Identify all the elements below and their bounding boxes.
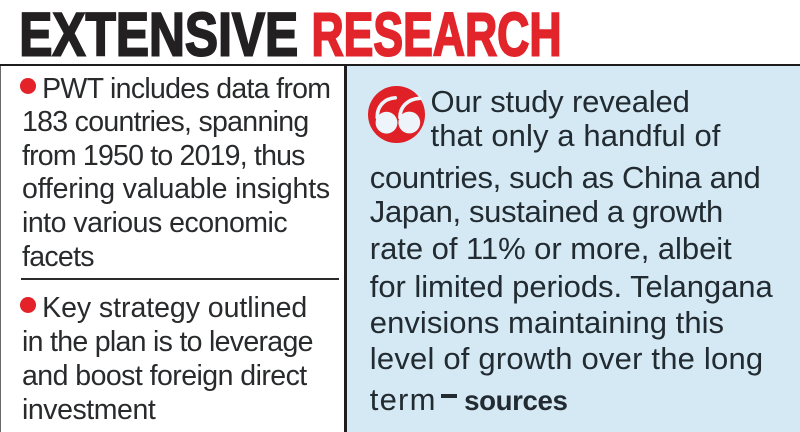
svg-text:RESEARCH: RESEARCH	[312, 1, 562, 65]
svg-text:EXTENSIVE: EXTENSIVE	[19, 1, 298, 65]
